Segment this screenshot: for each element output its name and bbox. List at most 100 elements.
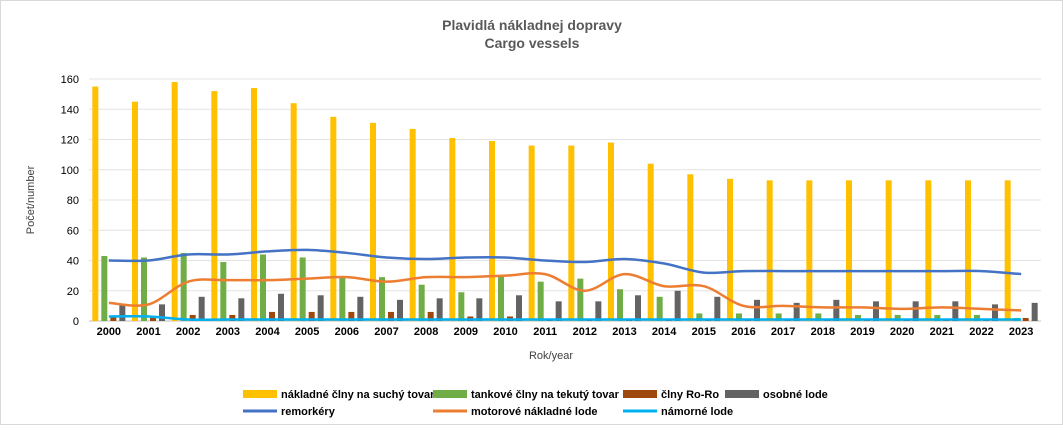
bar [617, 289, 623, 321]
legend-swatch [433, 390, 467, 398]
legend-swatch [725, 390, 759, 398]
bar [595, 301, 602, 321]
bar-series [101, 252, 1020, 321]
bar [754, 299, 760, 321]
x-tick-label: 2018 [811, 326, 835, 338]
bar [330, 116, 337, 321]
bar [1031, 302, 1038, 321]
bar [912, 301, 919, 321]
legend-item: člny Ro-Ro [623, 389, 719, 401]
bar [775, 313, 782, 321]
bar [833, 299, 840, 321]
bar [687, 174, 694, 321]
legend-swatch [623, 390, 657, 398]
x-tick-label: 2007 [374, 326, 398, 338]
x-tick-label: 2013 [612, 326, 636, 338]
bar [568, 145, 575, 321]
bar [577, 278, 584, 321]
bar [537, 281, 544, 321]
bar [150, 316, 156, 321]
bar [278, 293, 284, 321]
bar [449, 137, 456, 321]
x-tick-label: 2004 [255, 326, 280, 338]
legend-label: nákladné člny na suchý tovar [281, 389, 435, 401]
bar [132, 101, 138, 321]
x-tick-label: 2006 [335, 326, 359, 338]
line-series [108, 314, 1022, 321]
bar [290, 103, 297, 321]
legend-item: nákladné člny na suchý tovar [243, 389, 435, 401]
line-series [108, 271, 1022, 312]
bar [498, 275, 504, 321]
bar [674, 290, 681, 321]
legend: nákladné člny na suchý tovar tankové člny… [243, 389, 828, 418]
lines [108, 248, 1022, 321]
bar-series [92, 82, 1011, 322]
bar [269, 311, 275, 321]
y-tick-label: 40 [67, 256, 79, 268]
bar [189, 314, 196, 321]
chart-title: Plavidlá nákladnej dopravy [442, 17, 622, 33]
x-tick-label: 2000 [97, 326, 121, 338]
legend-label: motorové nákladné lode [471, 406, 598, 418]
x-tick-label: 2012 [573, 326, 597, 338]
line-series [108, 248, 1022, 276]
bar [555, 301, 562, 321]
bar [952, 301, 959, 321]
legend-item: námorné lode [623, 406, 733, 418]
bar [846, 180, 852, 321]
bar [489, 141, 495, 321]
chart-subtitle: Cargo vessels [485, 35, 580, 51]
bar [198, 296, 205, 321]
bar [171, 82, 178, 322]
legend-label: námorné lode [661, 406, 733, 418]
bar [727, 178, 733, 321]
y-tick-label: 20 [67, 286, 79, 298]
y-tick-label: 80 [67, 195, 79, 207]
bar [339, 277, 346, 321]
y-tick-label: 100 [61, 165, 79, 177]
bar [647, 163, 654, 321]
bar [308, 311, 315, 321]
x-axis-ticks: 2000 2001 2002 2003 2004 2005 2006 2007 2008 2009… [97, 326, 1034, 338]
bar [436, 298, 443, 321]
x-tick-label: 2019 [850, 326, 874, 338]
bar [656, 296, 663, 321]
bar [211, 91, 218, 321]
bar [925, 180, 932, 321]
bar [965, 180, 971, 321]
bar [110, 316, 117, 321]
x-tick-label: 2011 [533, 326, 557, 338]
gridlines [89, 78, 1041, 322]
x-tick-label: 2022 [969, 326, 993, 338]
bar [357, 296, 364, 321]
bar [317, 295, 324, 321]
bars [92, 82, 1038, 322]
x-tick-label: 2009 [454, 326, 478, 338]
y-tick-label: 160 [61, 74, 79, 86]
bar [418, 284, 425, 321]
bar [427, 311, 434, 321]
x-tick-label: 2017 [771, 326, 795, 338]
bar [180, 252, 187, 321]
bar [388, 311, 394, 321]
bar-series [119, 290, 1038, 321]
bar [251, 88, 257, 321]
bar [476, 298, 483, 321]
x-tick-label: 2005 [295, 326, 319, 338]
y-tick-label: 140 [61, 104, 79, 116]
x-tick-label: 2021 [930, 326, 954, 338]
bar [894, 314, 901, 321]
bar [379, 277, 385, 321]
x-tick-label: 2014 [652, 326, 677, 338]
legend-label: tankové člny na tekutý tovar [471, 389, 620, 401]
bar [793, 302, 800, 321]
bar [458, 292, 465, 321]
y-tick-label: 120 [61, 135, 79, 147]
x-tick-label: 2023 [1009, 326, 1033, 338]
legend-label: člny Ro-Ro [661, 389, 719, 401]
y-axis-ticks: 0 20 40 60 80 100 120 140 160 [61, 74, 79, 328]
bar [229, 314, 236, 321]
